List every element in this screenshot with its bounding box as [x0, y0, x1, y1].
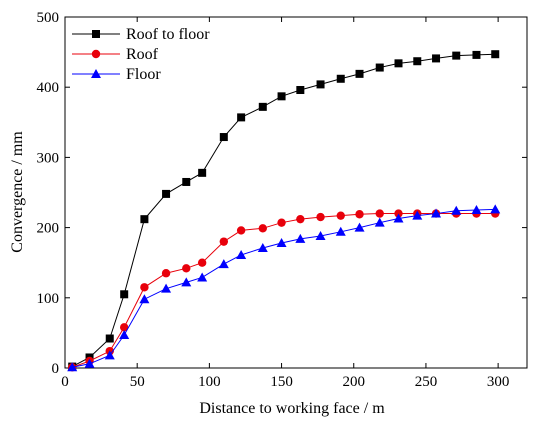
data-point	[198, 168, 207, 177]
series-line	[71, 53, 496, 368]
data-point	[120, 290, 129, 299]
data-point	[393, 213, 404, 223]
data-point	[336, 74, 345, 83]
data-point	[394, 59, 403, 68]
data-point	[452, 51, 461, 60]
data-point	[161, 283, 172, 293]
data-point	[412, 210, 423, 220]
data-point	[451, 205, 462, 215]
data-point	[162, 189, 171, 198]
data-point	[335, 226, 346, 236]
series-2	[67, 204, 501, 372]
data-point	[354, 222, 365, 232]
data-point	[296, 86, 305, 95]
data-point	[119, 330, 130, 340]
data-point	[277, 218, 286, 227]
data-point	[105, 334, 114, 343]
data-point	[197, 258, 207, 267]
data-point	[413, 57, 422, 66]
data-point	[257, 242, 268, 252]
x-tick-label: 50	[130, 374, 145, 390]
plot-frame	[64, 16, 528, 369]
data-point	[104, 350, 115, 360]
legend-entry: Roof	[72, 46, 159, 63]
data-point	[236, 249, 247, 259]
legend-marker	[91, 69, 101, 78]
data-point	[276, 238, 287, 248]
x-tick-label: 100	[198, 374, 221, 390]
data-point	[84, 358, 95, 368]
data-point	[295, 233, 306, 243]
data-point	[140, 283, 149, 292]
data-point	[355, 69, 364, 78]
series-1	[68, 209, 500, 372]
data-point	[258, 224, 267, 233]
data-point	[336, 211, 345, 220]
data-point	[218, 259, 229, 269]
y-tick-label: 0	[52, 361, 60, 377]
x-axis-title: Distance to working face / m	[199, 400, 385, 417]
data-point	[139, 294, 150, 304]
data-point	[431, 208, 442, 218]
data-point	[119, 323, 129, 332]
y-tick-label: 300	[37, 150, 60, 166]
legend-entry: Roof to floor	[72, 26, 210, 43]
data-point	[237, 113, 246, 122]
data-point	[315, 231, 326, 241]
x-tick-label: 300	[487, 374, 510, 390]
data-point	[374, 217, 385, 227]
legend-marker	[91, 49, 101, 59]
data-point	[375, 63, 384, 72]
data-point	[181, 277, 192, 287]
x-tick-label: 0	[61, 374, 69, 390]
data-point	[375, 209, 384, 218]
data-point	[296, 214, 305, 224]
x-tick-label: 250	[415, 374, 438, 390]
data-point	[490, 204, 501, 214]
data-point	[316, 212, 325, 222]
data-point	[182, 264, 191, 273]
y-tick-label: 400	[37, 80, 60, 96]
legend-marker	[92, 30, 100, 38]
data-point	[258, 102, 267, 111]
axis-ticks: 0 50 100 150 200 250 300 0 100 200 300 400 500	[37, 10, 527, 390]
data-point	[491, 50, 500, 59]
series-line	[72, 213, 496, 368]
y-tick-label: 200	[37, 221, 60, 237]
data-point	[471, 205, 482, 215]
x-tick-label: 200	[343, 374, 366, 390]
legend-label: Floor	[126, 66, 161, 83]
y-tick-label: 500	[37, 10, 60, 26]
data-point	[161, 269, 171, 278]
data-point	[277, 92, 286, 101]
data-point	[219, 237, 229, 246]
y-tick-label: 100	[37, 291, 60, 307]
data-point	[355, 210, 364, 219]
data-point	[316, 80, 325, 89]
data-point	[140, 215, 149, 224]
legend-label: Roof to floor	[126, 26, 210, 43]
data-point	[432, 54, 441, 63]
data-point	[219, 133, 228, 142]
legend-label: Roof	[126, 46, 159, 63]
y-axis-title: Convergence / mm	[9, 131, 26, 253]
legend-entry: Floor	[72, 66, 161, 83]
series-layer	[67, 50, 501, 372]
series-line	[72, 208, 496, 368]
data-point	[67, 362, 78, 372]
data-point	[197, 272, 208, 282]
data-point	[182, 177, 191, 186]
x-tick-label: 150	[270, 374, 293, 390]
legend: Roof to floor Roof Floor	[72, 26, 210, 83]
data-point	[472, 50, 481, 59]
data-point	[236, 226, 246, 235]
